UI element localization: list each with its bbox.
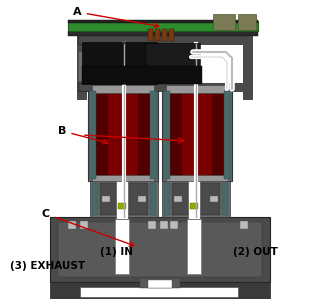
Bar: [162, 29, 167, 41]
Bar: [243, 31, 252, 99]
Bar: [78, 51, 93, 81]
Bar: [166, 175, 228, 181]
Bar: [102, 196, 110, 202]
Bar: [190, 203, 198, 209]
Bar: [150, 183, 156, 215]
Bar: [80, 221, 88, 229]
Bar: [80, 287, 238, 297]
Bar: [213, 14, 235, 30]
Bar: [68, 20, 258, 23]
Bar: [115, 219, 129, 274]
Bar: [92, 175, 154, 181]
Bar: [92, 183, 98, 215]
Bar: [116, 181, 128, 219]
Bar: [212, 93, 224, 177]
Bar: [166, 85, 228, 93]
Bar: [138, 93, 150, 177]
Bar: [170, 93, 182, 177]
Text: A: A: [73, 7, 159, 28]
Bar: [50, 282, 270, 299]
Bar: [150, 91, 157, 179]
Bar: [172, 183, 220, 215]
Bar: [138, 196, 146, 202]
Bar: [170, 221, 178, 229]
Bar: [82, 42, 157, 84]
Bar: [174, 196, 182, 202]
Bar: [96, 93, 150, 177]
Bar: [68, 221, 76, 229]
Bar: [164, 183, 170, 215]
Bar: [162, 89, 232, 181]
Bar: [68, 21, 258, 31]
Bar: [148, 280, 172, 288]
Text: (3) EXHAUST: (3) EXHAUST: [10, 261, 85, 271]
Bar: [100, 183, 148, 215]
Bar: [78, 83, 242, 91]
Text: (1) IN: (1) IN: [100, 247, 133, 257]
Bar: [50, 217, 270, 282]
Bar: [88, 89, 158, 181]
Bar: [148, 29, 153, 41]
Bar: [140, 278, 180, 288]
Bar: [96, 93, 108, 177]
Text: C: C: [42, 209, 134, 246]
Bar: [68, 31, 258, 36]
Bar: [58, 222, 262, 277]
Bar: [90, 181, 158, 217]
Bar: [145, 43, 200, 75]
Bar: [148, 221, 156, 229]
Bar: [222, 183, 228, 215]
Text: (2) OUT: (2) OUT: [233, 247, 278, 257]
Bar: [187, 219, 201, 274]
Bar: [155, 29, 160, 41]
Bar: [169, 29, 174, 41]
Bar: [224, 91, 231, 179]
Bar: [89, 91, 96, 179]
Bar: [163, 91, 170, 179]
Bar: [92, 85, 154, 93]
Bar: [238, 14, 256, 30]
Bar: [210, 196, 218, 202]
Bar: [78, 32, 242, 44]
Bar: [188, 181, 200, 219]
Bar: [77, 31, 86, 99]
Text: B: B: [58, 126, 108, 144]
Bar: [160, 221, 168, 229]
Bar: [82, 66, 202, 84]
Bar: [162, 181, 230, 217]
Bar: [240, 221, 248, 229]
Bar: [170, 93, 224, 177]
Bar: [118, 203, 126, 209]
